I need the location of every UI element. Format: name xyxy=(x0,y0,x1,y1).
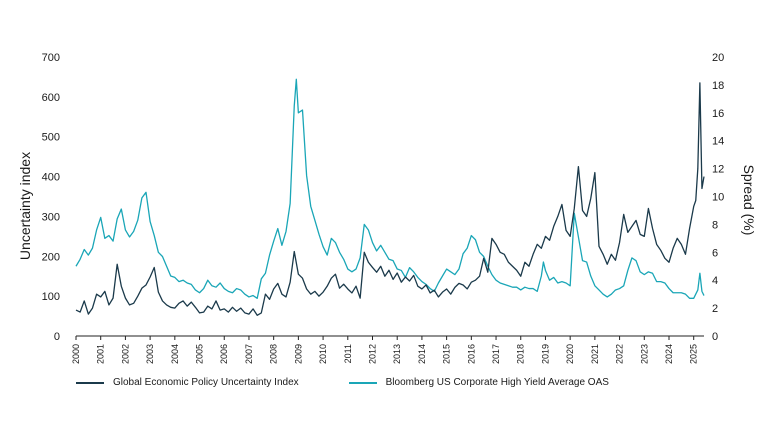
x-tick-label: 2006 xyxy=(219,344,229,364)
y2-tick-label: 0 xyxy=(712,331,718,343)
y2-tick-label: 4 xyxy=(712,275,718,287)
x-tick-label: 2025 xyxy=(689,344,699,364)
legend-swatch-oas xyxy=(348,381,377,384)
x-tick-label: 2002 xyxy=(120,344,130,364)
legend: Global Economic Policy Uncertainty Index… xyxy=(76,377,609,388)
legend-label-oas: Bloomberg US Corporate High Yield Averag… xyxy=(385,377,609,388)
legend-swatch-epu xyxy=(76,381,104,384)
legend-item-oas: Bloomberg US Corporate High Yield Averag… xyxy=(348,377,609,388)
x-tick-label: 2000 xyxy=(71,344,81,364)
y2-tick-label: 12 xyxy=(712,164,724,176)
y-tick-label: 300 xyxy=(42,211,60,223)
y-tick-label: 0 xyxy=(54,331,60,343)
x-tick-label: 2023 xyxy=(639,344,649,364)
x-tick-label: 2011 xyxy=(343,344,353,363)
x-tick-label: 2003 xyxy=(145,344,155,364)
x-tick-label: 2013 xyxy=(392,344,402,364)
y-tick-label: 700 xyxy=(42,52,60,64)
x-tick-label: 2016 xyxy=(466,344,476,364)
x-tick-label: 2012 xyxy=(367,344,377,364)
y2-tick-label: 14 xyxy=(712,136,724,148)
x-tick-label: 2001 xyxy=(96,344,106,364)
y-tick-label: 100 xyxy=(42,291,60,303)
x-tick-label: 2010 xyxy=(318,344,328,364)
legend-label-epu: Global Economic Policy Uncertainty Index xyxy=(113,377,299,388)
series-line-oas xyxy=(75,78,705,299)
x-tick-label: 2008 xyxy=(269,344,279,364)
x-tick-label: 2017 xyxy=(491,344,501,364)
y-tick-label: 600 xyxy=(42,92,60,104)
y-axis-title: Uncertainty index xyxy=(17,152,33,260)
x-tick-label: 2024 xyxy=(664,344,674,364)
legend-item-epu: Global Economic Policy Uncertainty Index xyxy=(76,377,299,388)
x-tick-label: 2020 xyxy=(565,344,575,364)
x-tick-label: 2022 xyxy=(615,344,625,364)
y-tick-label: 200 xyxy=(42,251,60,263)
y2-tick-label: 6 xyxy=(712,247,718,259)
x-tick-label: 2021 xyxy=(590,344,600,364)
y2-tick-label: 2 xyxy=(712,303,718,315)
y2-axis-title: Spread (%) xyxy=(741,165,757,236)
x-tick-label: 2018 xyxy=(516,344,526,364)
series-line-epu xyxy=(75,82,705,316)
y2-tick-label: 8 xyxy=(712,219,718,231)
x-tick-label: 2015 xyxy=(442,344,452,364)
x-tick-label: 2019 xyxy=(540,344,550,364)
y-tick-label: 500 xyxy=(42,132,60,144)
x-tick-label: 2004 xyxy=(170,344,180,364)
y-tick-label: 400 xyxy=(42,172,60,184)
y2-tick-label: 20 xyxy=(712,52,724,64)
x-tick-label: 2009 xyxy=(293,344,303,364)
x-tick-label: 2014 xyxy=(417,344,427,364)
y2-tick-label: 16 xyxy=(712,108,724,120)
y2-tick-label: 10 xyxy=(712,192,724,204)
x-tick-label: 2007 xyxy=(244,344,254,364)
x-tick-label: 2005 xyxy=(195,344,205,364)
y2-tick-label: 18 xyxy=(712,80,724,92)
